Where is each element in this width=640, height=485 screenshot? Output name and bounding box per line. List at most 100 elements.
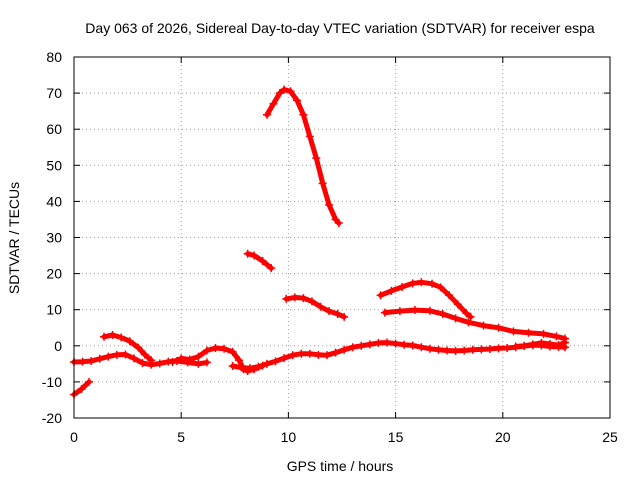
data-point — [468, 345, 477, 354]
data-point — [391, 339, 400, 348]
data-point — [560, 338, 569, 347]
data-point — [243, 249, 252, 258]
data-point — [383, 338, 392, 347]
data-point — [334, 219, 343, 228]
data-point — [387, 286, 396, 295]
data-point — [78, 357, 87, 366]
data-point — [117, 333, 126, 342]
data-point — [545, 339, 554, 348]
data-point — [134, 343, 143, 352]
data-point — [325, 307, 334, 316]
data-point — [410, 306, 419, 315]
data-point — [254, 362, 263, 371]
data-point — [288, 351, 297, 360]
data-point — [425, 344, 434, 353]
data-point — [398, 282, 407, 291]
plot-frame — [73, 56, 611, 419]
series-line — [71, 352, 210, 368]
data-point — [417, 278, 426, 287]
data-point — [312, 154, 321, 163]
data-point — [464, 318, 473, 327]
data-point — [292, 96, 301, 105]
data-point — [290, 293, 299, 302]
data-point — [211, 343, 220, 352]
data-point — [322, 351, 331, 360]
data-point — [108, 330, 117, 339]
data-point — [400, 340, 409, 349]
series-arc-high — [262, 85, 343, 228]
series-arc-right-low — [511, 338, 569, 351]
data-point — [286, 87, 295, 96]
data-point — [100, 332, 109, 341]
data-point — [331, 348, 340, 357]
data-point — [262, 110, 271, 119]
y-tick-label: 0 — [54, 338, 62, 354]
data-point — [348, 343, 357, 352]
data-point — [494, 323, 503, 332]
data-point — [228, 362, 237, 371]
x-tick-label: 25 — [602, 429, 618, 445]
y-axis-title: SDTVAR / TECUs — [6, 182, 22, 294]
data-point — [445, 291, 454, 300]
data-point — [333, 310, 342, 319]
data-point — [395, 307, 404, 316]
series-line — [245, 251, 274, 271]
data-point — [299, 294, 308, 303]
y-tick-label: 80 — [46, 49, 62, 65]
data-point — [494, 344, 503, 353]
data-point — [95, 354, 104, 363]
data-point — [258, 256, 267, 265]
series-arc-mid — [243, 249, 276, 273]
data-point — [85, 377, 94, 386]
data-point — [125, 337, 134, 346]
data-point — [262, 359, 271, 368]
data-point — [307, 297, 316, 306]
data-point — [267, 264, 276, 273]
data-point — [138, 359, 147, 368]
y-tick-label: 30 — [46, 230, 62, 246]
grid-layer — [74, 57, 610, 418]
data-point — [357, 341, 366, 350]
data-point — [485, 345, 494, 354]
data-point — [275, 89, 284, 98]
data-point — [228, 347, 237, 356]
x-tick-label: 20 — [495, 429, 511, 445]
data-point — [155, 359, 164, 368]
data-point — [77, 385, 86, 394]
data-point — [511, 342, 520, 351]
data-point — [87, 356, 96, 365]
data-point — [376, 291, 385, 300]
data-point — [121, 350, 130, 359]
series-arc-right-descend — [380, 306, 569, 343]
y-tick-label: 20 — [46, 266, 62, 282]
data-point — [271, 357, 280, 366]
data-point — [451, 314, 460, 323]
data-point — [436, 283, 445, 292]
data-point — [147, 356, 156, 365]
y-tick-label: -10 — [42, 374, 62, 390]
series-line — [230, 340, 568, 371]
data-point — [340, 345, 349, 354]
data-point — [477, 345, 486, 354]
data-point — [185, 355, 194, 364]
series-arc-10to13 — [282, 293, 349, 321]
data-point — [428, 279, 437, 288]
data-point — [314, 350, 323, 359]
data-point — [194, 359, 203, 368]
data-point — [466, 312, 475, 321]
data-point — [340, 312, 349, 321]
data-point — [425, 306, 434, 315]
data-point — [451, 346, 460, 355]
data-point — [282, 294, 291, 303]
data-point — [202, 358, 211, 367]
series-layer — [70, 85, 569, 399]
data-point — [434, 345, 443, 354]
data-point — [524, 328, 533, 337]
data-point — [316, 302, 325, 311]
y-tick-label: -20 — [42, 410, 62, 426]
data-point — [305, 132, 314, 141]
data-point — [104, 352, 113, 361]
